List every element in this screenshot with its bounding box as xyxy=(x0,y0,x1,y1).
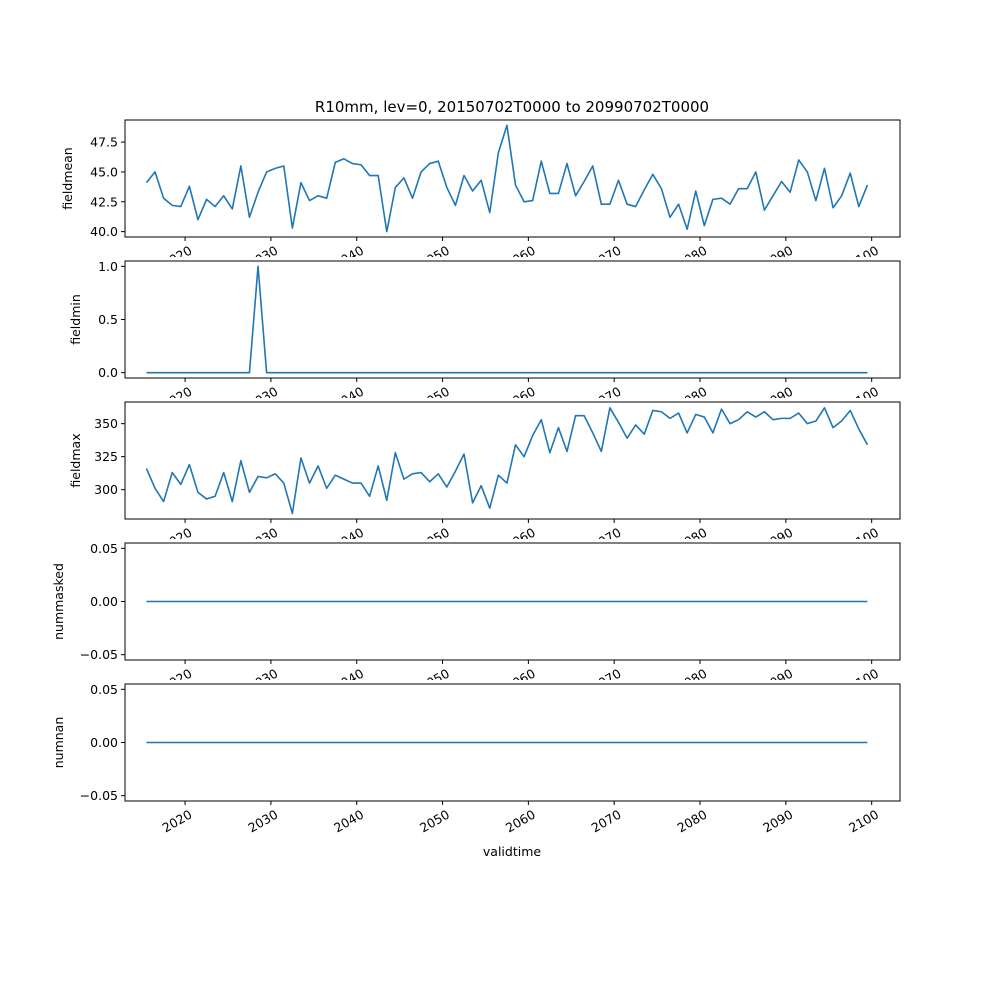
subplots: 40.042.545.047.5fieldmean202020302040205… xyxy=(51,119,901,836)
fieldmean-y-axis-label: fieldmean xyxy=(60,147,75,209)
nummasked-ytick-label: 0.05 xyxy=(90,541,118,556)
fieldmax-ytick-label: 350 xyxy=(94,416,118,431)
numnan-ytick-label: −0.05 xyxy=(80,788,118,803)
panel-gap-cover xyxy=(124,257,901,261)
fieldmin-plot-background xyxy=(125,261,900,378)
fieldmean-ytick-label: 45.0 xyxy=(90,164,118,179)
numnan-ytick-label: 0.00 xyxy=(90,735,118,750)
fieldmin-ytick-label: 0.0 xyxy=(98,365,118,380)
fieldmean-ytick-label: 42.5 xyxy=(90,194,118,209)
panel-gap-cover xyxy=(124,680,901,684)
fieldmin-series-line xyxy=(146,265,868,374)
numnan-y-axis-label: numnan xyxy=(51,717,66,769)
fieldmin-y-axis-label: fieldmin xyxy=(68,294,83,345)
fieldmean-ytick-label: 47.5 xyxy=(90,135,118,150)
fieldmax-ytick-label: 325 xyxy=(94,449,118,464)
fieldmax-ytick-label: 300 xyxy=(94,482,118,497)
fieldmean-plot-background xyxy=(125,120,900,237)
fieldmean-series-line xyxy=(145,124,869,233)
fieldmax-y-axis-label: fieldmax xyxy=(68,433,83,487)
panel-gap-cover xyxy=(124,539,901,543)
fieldmean-axes-frame xyxy=(124,119,901,238)
nummasked-axes-frame xyxy=(124,542,901,661)
subplot-fieldmean: 40.042.545.047.5fieldmean202020302040205… xyxy=(60,119,901,272)
fieldmin-ytick-label: 0.5 xyxy=(98,312,118,327)
chart-title: R10mm, lev=0, 20150702T0000 to 20990702T… xyxy=(315,98,709,116)
fieldmax-series-line xyxy=(145,407,869,515)
fieldmin-axes-frame xyxy=(124,260,901,379)
x-axis-label: validtime xyxy=(483,844,541,859)
nummasked-ytick-label: 0.00 xyxy=(90,594,118,609)
numnan-axes-frame xyxy=(124,683,901,802)
fieldmean-ytick-label: 40.0 xyxy=(90,224,118,239)
fieldmax-axes-frame xyxy=(124,401,901,520)
numnan-ytick-label: 0.05 xyxy=(90,682,118,697)
fieldmin-ytick-label: 1.0 xyxy=(98,259,118,274)
nummasked-y-axis-label: nummasked xyxy=(51,563,66,640)
nummasked-ytick-label: −0.05 xyxy=(80,647,118,662)
panel-gap-cover xyxy=(124,398,901,402)
subplot-fieldmin: 0.00.51.0fieldmin20202030204020502060207… xyxy=(68,257,901,413)
